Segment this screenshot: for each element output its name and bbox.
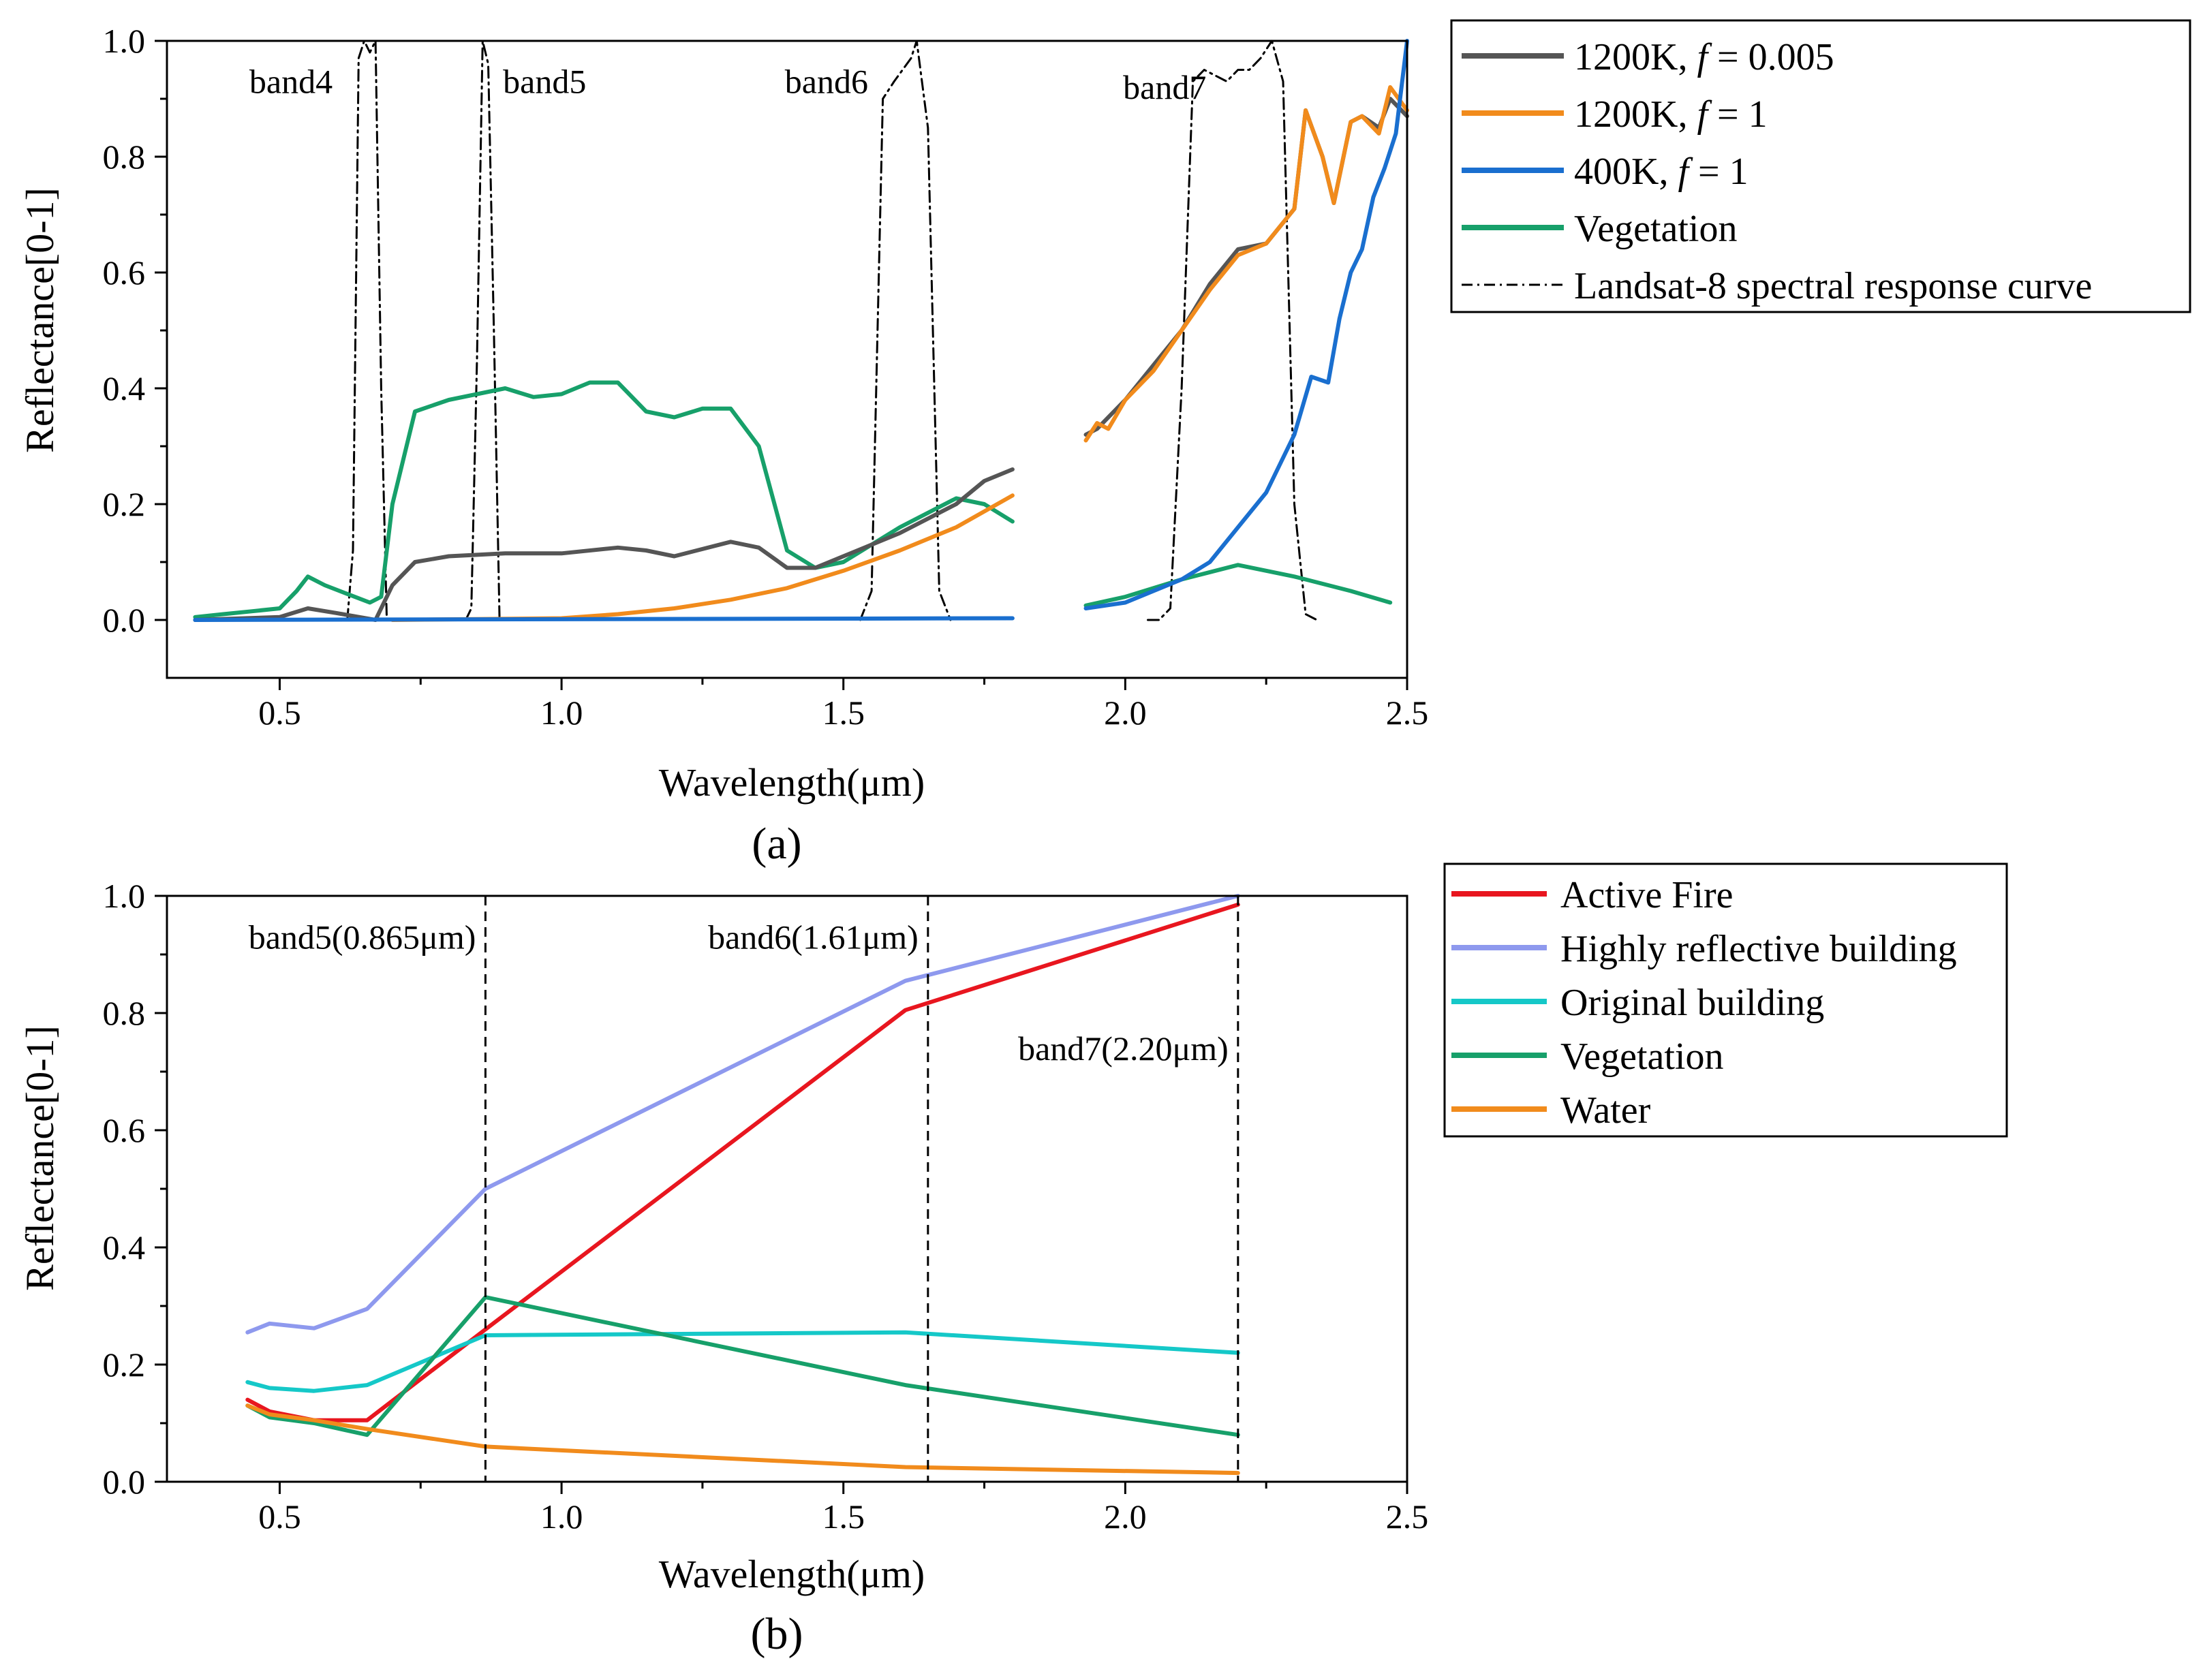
panel-a-series-landsat-8-spectral-response-curve (1147, 40, 1319, 621)
legend-b-label-active-fire: Active Fire (1560, 874, 1733, 916)
panel-a-band-labels: band4 band5 band6 band7 (249, 63, 1206, 107)
panel-b-band-marker-label: band7(2.20μm) (1018, 1029, 1229, 1068)
panel-a-band-label-band5: band5 (503, 63, 586, 101)
panel-a-x-tick-label: 2.5 (1386, 694, 1429, 732)
panel-a-y-tick-label: 0.4 (103, 369, 146, 407)
panel-b-legend: Active Fire Highly reflective building Ori… (1443, 862, 2008, 1138)
panel-b-series (245, 894, 1240, 1476)
panel-a-x-tick-label: 1.0 (540, 694, 583, 732)
panel-a-chart: 0.5 1.0 1.5 2.0 2.50.00.20.40.60.81.0 band4 b… (18, 22, 1428, 869)
panel-b-chart: 0.5 1.0 1.5 2.0 2.5 0.0 0.2 0.4 0.6 0.8 1.0 band5(… (18, 877, 1428, 1659)
panel-a-y-tick-label: 0.2 (103, 485, 146, 523)
legend-label-main: 1200K, (1574, 93, 1697, 136)
legend-label-main: 1200K, (1574, 36, 1697, 78)
panel-a-series-landsat-8-spectral-response-curve (859, 40, 952, 621)
panel-b-y-tick-label: 1.0 (103, 877, 146, 915)
panel-a-x-tick-label: 1.5 (822, 694, 865, 732)
panel-a-x-tick-label: 2.0 (1104, 694, 1147, 732)
panel-b-series-highly-reflective-building (245, 894, 1240, 1335)
legend-b-label-highly-reflective-building: Highly reflective building (1560, 928, 1957, 970)
legend-label-main: 400K, (1574, 151, 1678, 193)
panel-a-y-tick-label: 0.6 (103, 253, 146, 292)
panel-b-series-original-building (245, 1330, 1240, 1393)
panel-a-series-1200k-f-1 (1083, 85, 1409, 443)
panel-b-y-tick-label: 0.4 (103, 1228, 146, 1266)
panel-a-series-400k-f-1 (193, 616, 1015, 622)
legend-label-main: Landsat-8 spectral response curve (1574, 265, 2092, 307)
panel-a-x-axis-title: Wavelength(μm) (659, 760, 925, 805)
panel-a-x-tick-label: 0.5 (258, 694, 301, 732)
panel-b-label: (b) (751, 1609, 803, 1659)
panel-a-y-tick-label: 0.8 (103, 138, 146, 176)
legend-label-landsat-8-spectral-response-curve: Landsat-8 spectral response curve (1574, 265, 2092, 307)
legend-b-label-original-building: Original building (1560, 982, 1824, 1024)
panel-a-label: (a) (752, 819, 801, 869)
panel-a-y-axis-title: Reflectance[0-1] (18, 187, 62, 453)
legend-label-1200k-0-005: 1200K, f = 0.005 (1574, 36, 1834, 78)
panel-b-axes: 0.5 1.0 1.5 2.0 2.5 0.0 0.2 0.4 0.6 0.8 1.0 (103, 877, 1429, 1536)
legend-label-400k-1: 400K, f = 1 (1574, 151, 1748, 193)
panel-a-series-1200k-f-0-005 (193, 467, 1015, 622)
legend-label-vegetation: Vegetation (1574, 208, 1737, 250)
panel-b-x-tick-label: 2.0 (1104, 1497, 1147, 1536)
panel-b-band-marker-label: band6(1.61μm) (708, 918, 919, 956)
panel-a-y-tick-label: 1.0 (103, 22, 146, 60)
panel-a-series-1200k-f-1 (390, 493, 1015, 622)
legend-label-suffix: = 1 (1708, 93, 1768, 136)
panel-a-plot-frame (166, 40, 1408, 679)
panel-a-band-label-band4: band4 (249, 63, 333, 101)
panel-a-series-landsat-8-spectral-response-curve (346, 40, 388, 621)
panel-b-series-active-fire (245, 902, 1240, 1422)
panel-b-series-water (245, 1403, 1240, 1476)
panel-a-series-400k-f-1 (1083, 39, 1409, 610)
legend-label-main: Vegetation (1574, 208, 1737, 250)
panel-b-x-tick-label: 1.0 (540, 1497, 583, 1536)
panel-a-band-label-band7: band7 (1123, 68, 1206, 106)
legend-label-suffix: = 1 (1689, 151, 1748, 193)
panel-b-x-tick-label: 1.5 (822, 1497, 865, 1536)
panel-b-x-tick-label: 0.5 (258, 1497, 301, 1536)
panel-a-legend-box (1450, 19, 2191, 313)
legend-label-1200k-1: 1200K, f = 1 (1574, 93, 1768, 136)
panel-a-axes: 0.5 1.0 1.5 2.0 2.5 0.0 0.2 0.4 0.6 0.8 1.0 (103, 22, 1429, 732)
panel-b-x-tick-label: 2.5 (1386, 1497, 1429, 1536)
panel-b-x-axis-title: Wavelength(μm) (659, 1552, 925, 1596)
panel-b-y-tick-label: 0.8 (103, 994, 146, 1032)
legend-label-suffix: = 0.005 (1708, 36, 1834, 78)
panel-b-band-marker-label: band5(0.865μm) (249, 918, 476, 956)
panel-b-y-tick-label: 0.0 (103, 1463, 146, 1501)
panel-b-y-axis-title: Reflectance[0-1] (18, 1025, 62, 1291)
legend-b-label-water: Water (1560, 1089, 1651, 1132)
panel-b-y-tick-label: 0.6 (103, 1111, 146, 1149)
legend-b-label-vegetation: Vegetation (1560, 1036, 1723, 1078)
panel-b-series-vegetation (245, 1295, 1240, 1437)
panel-a-series-vegetation (1083, 563, 1393, 608)
panel-a-y-tick-label: 0.0 (103, 601, 146, 639)
panel-a-band-label-band6: band6 (785, 63, 868, 101)
panel-a-legend: 1200K, f = 0.005 1200K, f = 1 400K, f = 1 V… (1450, 19, 2191, 313)
panel-b-y-tick-label: 0.2 (103, 1345, 146, 1384)
panel-a-series (193, 39, 1409, 622)
panel-b-band-markers: band5(0.865μm) band6(1.61μm) band7(2.20μm) (249, 896, 1239, 1482)
